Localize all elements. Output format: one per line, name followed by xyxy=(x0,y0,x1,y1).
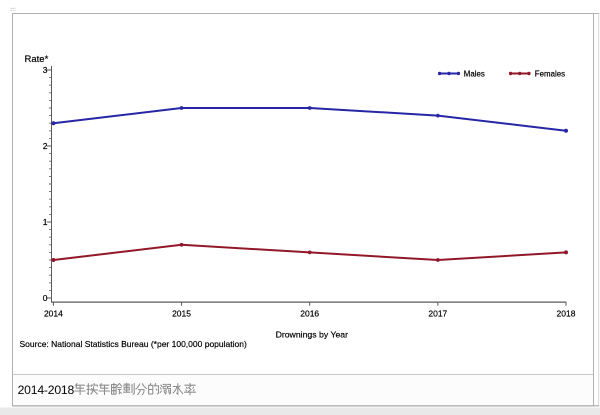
svg-text:2014-2018: 2014-2018 xyxy=(18,383,75,397)
svg-text:Males: Males xyxy=(464,70,485,79)
svg-text:2014: 2014 xyxy=(44,309,63,319)
svg-text:2016: 2016 xyxy=(300,309,319,319)
svg-text:Females: Females xyxy=(535,70,565,79)
svg-text:Source: National Statistics Bu: Source: National Statistics Bureau (*per… xyxy=(20,339,247,349)
svg-text:Drownings by Year: Drownings by Year xyxy=(276,330,349,340)
svg-text:Rate*: Rate* xyxy=(25,54,49,65)
svg-text:2: 2 xyxy=(43,141,48,151)
svg-text:0: 0 xyxy=(43,293,48,303)
svg-text:2015: 2015 xyxy=(172,309,191,319)
svg-text:1: 1 xyxy=(43,217,48,227)
svg-text:2018: 2018 xyxy=(557,309,576,319)
svg-text:2017: 2017 xyxy=(428,309,447,319)
svg-text:3: 3 xyxy=(43,65,48,75)
